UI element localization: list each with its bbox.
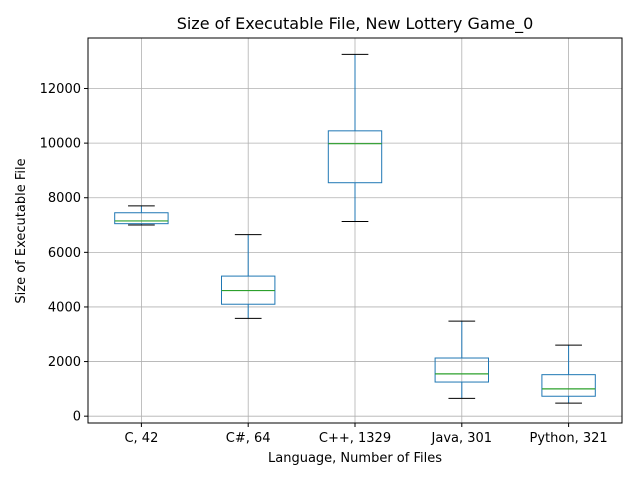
boxes-group [114,53,596,404]
chart-title: Size of Executable File, New Lottery Gam… [177,14,534,34]
y-tick-label: 0 [73,410,81,425]
y-tick-label: 10000 [40,137,81,152]
x-tick-label: Python, 321 [530,431,608,446]
x-tick-label: C, 42 [124,431,158,446]
x-tick-label: C#, 64 [226,431,271,446]
box-4 [541,344,596,404]
iqr-box [434,357,490,383]
box-1 [221,234,276,319]
y-tick-label: 4000 [48,300,81,315]
y-tick-label: 6000 [48,246,81,261]
iqr-box [114,212,169,225]
y-tick-label: 2000 [48,355,81,370]
iqr-box [327,130,383,184]
box-2 [327,53,383,222]
y-axis-ticks: 0 2000 4000 6000 8000 10000 12000 [40,82,88,425]
x-tick-label: Java, 301 [431,431,493,446]
x-axis-ticks: C, 42 C#, 64 C++, 1329 Java, 301 Python, 321 [124,423,608,446]
y-axis-label: Size of Executable File [14,158,29,303]
box-3 [434,320,490,399]
x-tick-label: C++, 1329 [319,431,391,446]
y-tick-label: 12000 [40,82,81,97]
box-0 [114,205,169,226]
x-axis-label: Language, Number of Files [268,451,442,466]
iqr-box [541,374,596,397]
y-tick-label: 8000 [48,191,81,206]
